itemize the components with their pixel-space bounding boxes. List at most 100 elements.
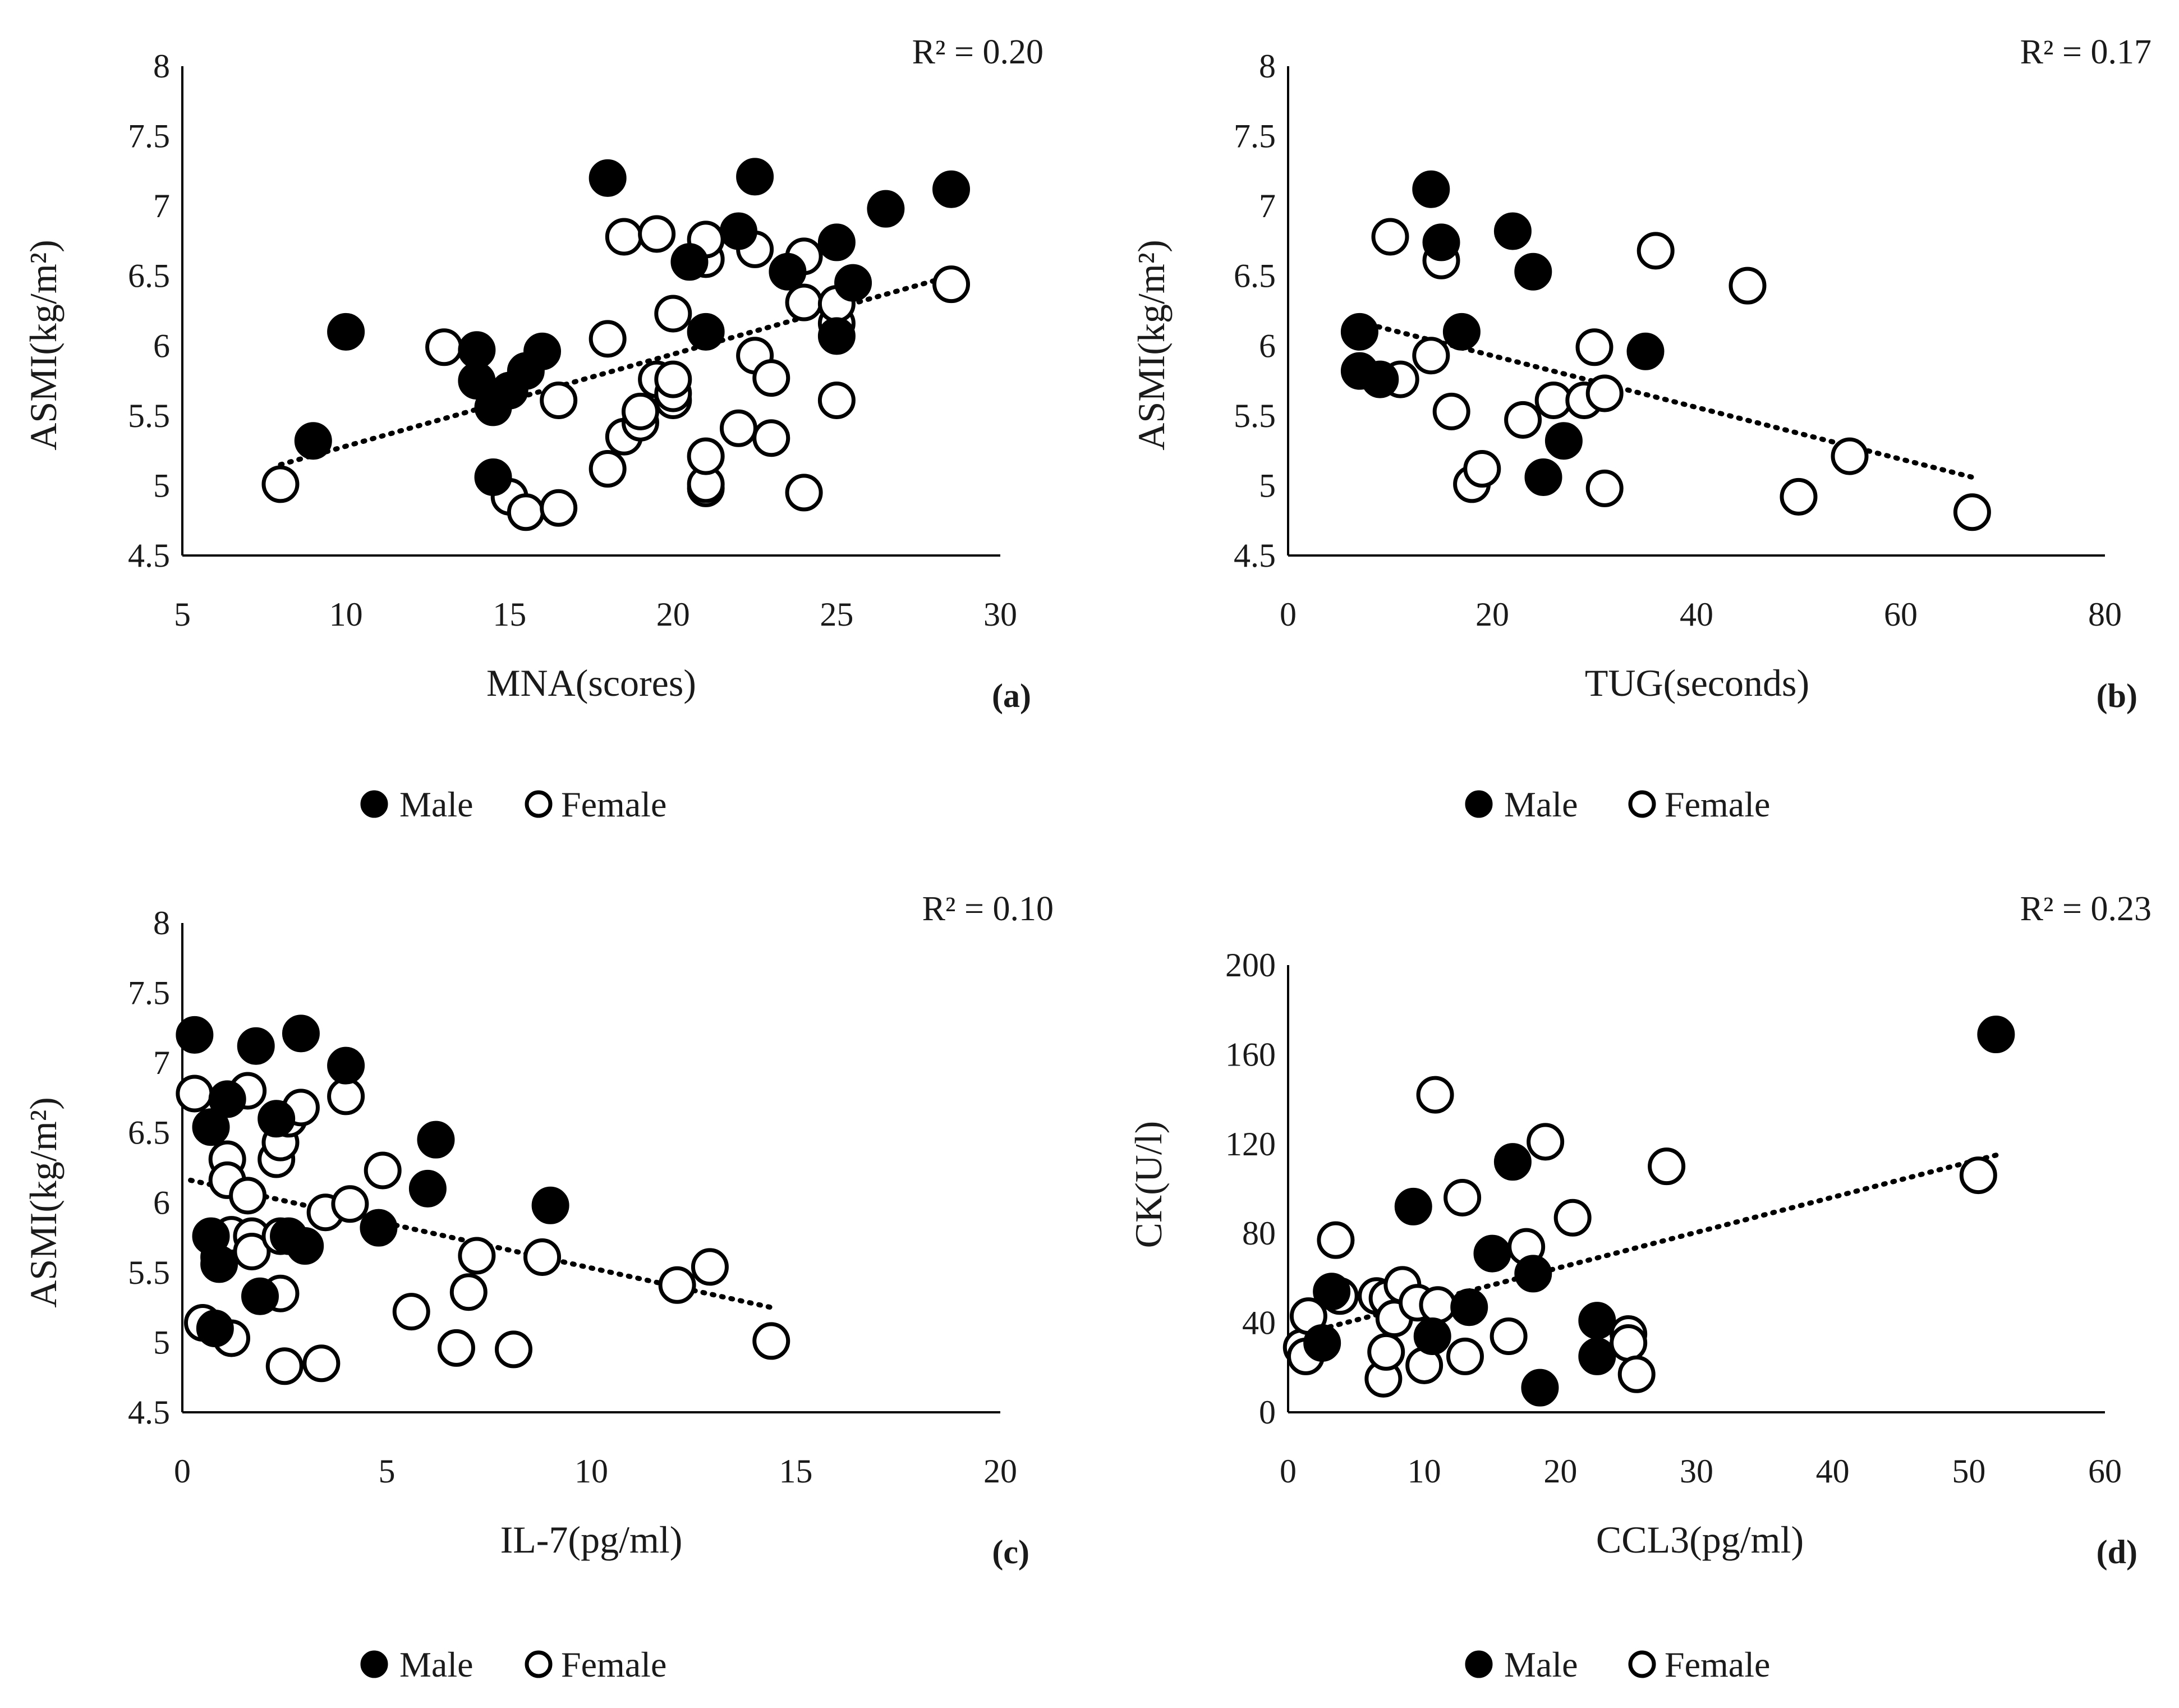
female-data-point bbox=[458, 1237, 496, 1275]
panel-label: (a) bbox=[992, 677, 1031, 714]
female-data-point bbox=[658, 1266, 696, 1304]
male-data-point bbox=[237, 1027, 275, 1065]
male-data-point bbox=[208, 1080, 246, 1118]
legend-marker-female bbox=[525, 790, 553, 818]
legend-label-male: Male bbox=[1504, 784, 1578, 824]
panel-b: R² = 0.17 ASMI(kg/m²) TUG(seconds) (b) M… bbox=[1130, 33, 2152, 824]
female-data-point bbox=[589, 450, 627, 488]
x-tick-label: 40 bbox=[1816, 1453, 1850, 1490]
legend-marker-female bbox=[525, 1650, 553, 1678]
female-data-point bbox=[1831, 437, 1869, 475]
female-data-point bbox=[261, 465, 300, 503]
y-tick-label: 7 bbox=[1259, 187, 1276, 224]
y-tick-label: 8 bbox=[153, 904, 170, 942]
female-data-point bbox=[1444, 1178, 1482, 1216]
female-data-point bbox=[425, 328, 463, 366]
x-axis-title: MNA(scores) bbox=[486, 662, 696, 704]
male-data-point bbox=[1442, 313, 1481, 351]
panel-d: R² = 0.23 CK(U/l) CCL3(pg/ml) (d) Male F… bbox=[1127, 890, 2152, 1684]
female-data-point bbox=[494, 1330, 532, 1369]
female-data-point bbox=[302, 1344, 341, 1383]
female-data-point bbox=[1463, 450, 1501, 488]
male-data-point bbox=[192, 1108, 230, 1146]
male-data-point bbox=[282, 1014, 320, 1053]
legend-label-female: Female bbox=[1665, 1645, 1770, 1684]
x-tick-label: 10 bbox=[329, 596, 363, 633]
female-data-point bbox=[1585, 469, 1624, 507]
female-data-point bbox=[589, 320, 627, 358]
female-data-point bbox=[1553, 1199, 1592, 1237]
panel-label: (c) bbox=[992, 1533, 1029, 1571]
y-tick-label: 4.5 bbox=[128, 1394, 170, 1431]
x-tick-label: 20 bbox=[1543, 1453, 1577, 1490]
x-tick-label: 40 bbox=[1680, 596, 1713, 633]
x-tick-label: 15 bbox=[493, 596, 526, 633]
male-data-point bbox=[458, 331, 496, 369]
male-data-point bbox=[769, 252, 807, 291]
y-tick-label: 5 bbox=[1259, 467, 1276, 504]
male-data-point bbox=[1450, 1288, 1488, 1326]
female-data-point bbox=[752, 419, 790, 457]
female-data-point bbox=[638, 215, 676, 253]
legend: Male Female bbox=[1465, 1645, 1770, 1684]
y-tick-label: 6 bbox=[1259, 327, 1276, 364]
y-tick-label: 7.5 bbox=[128, 975, 170, 1012]
female-data-point bbox=[1648, 1147, 1686, 1186]
panel-label: (d) bbox=[2097, 1533, 2137, 1571]
legend-marker-male bbox=[1465, 1650, 1493, 1678]
female-data-point bbox=[605, 218, 643, 256]
y-tick-label: 6 bbox=[153, 327, 170, 364]
x-axis-title: TUG(seconds) bbox=[1585, 662, 1809, 704]
female-data-point bbox=[1416, 1076, 1454, 1114]
r2-label: R² = 0.23 bbox=[2020, 890, 2152, 928]
x-tick-label: 80 bbox=[2088, 596, 2122, 633]
female-data-point bbox=[785, 474, 823, 512]
y-tick-label: 8 bbox=[1259, 48, 1276, 85]
female-data-point bbox=[621, 392, 659, 430]
female-data-point bbox=[449, 1273, 488, 1311]
legend: Male Female bbox=[360, 784, 666, 824]
male-data-point bbox=[196, 1310, 234, 1348]
female-data-point bbox=[1504, 401, 1542, 439]
female-data-point bbox=[1317, 1221, 1355, 1259]
legend: Male Female bbox=[1465, 784, 1770, 824]
y-axis-title: ASMI(kg/m²) bbox=[22, 1097, 65, 1308]
x-tick-label: 60 bbox=[2088, 1453, 2122, 1490]
male-data-point bbox=[1493, 1143, 1532, 1181]
male-data-point bbox=[1361, 360, 1399, 398]
male-data-point bbox=[360, 1209, 398, 1247]
y-tick-label: 200 bbox=[1225, 947, 1276, 984]
y-axis-title: ASMI(kg/m²) bbox=[1130, 240, 1173, 451]
female-data-point bbox=[785, 283, 823, 322]
male-data-point bbox=[474, 458, 512, 496]
female-data-point bbox=[392, 1293, 430, 1331]
female-data-point bbox=[1729, 267, 1767, 305]
male-data-point bbox=[1394, 1187, 1432, 1225]
male-data-point bbox=[1626, 332, 1665, 370]
legend-marker-male bbox=[360, 1650, 388, 1678]
y-tick-label: 160 bbox=[1225, 1036, 1276, 1073]
legend-marker-female bbox=[1628, 1650, 1656, 1678]
female-data-point bbox=[1534, 381, 1573, 419]
male-data-point bbox=[1340, 313, 1378, 351]
male-data-point bbox=[286, 1227, 324, 1265]
y-tick-label: 7.5 bbox=[128, 118, 170, 155]
male-data-point bbox=[1473, 1234, 1511, 1273]
male-data-point bbox=[719, 212, 757, 250]
male-data-point bbox=[1578, 1302, 1616, 1340]
female-data-point bbox=[540, 489, 578, 527]
x-tick-label: 20 bbox=[1475, 596, 1509, 633]
male-data-point bbox=[1514, 1255, 1552, 1293]
female-data-point bbox=[1959, 1156, 1997, 1195]
x-tick-label: 15 bbox=[779, 1453, 813, 1490]
female-data-point bbox=[1585, 374, 1624, 412]
female-data-point bbox=[507, 493, 545, 531]
male-data-point bbox=[408, 1169, 447, 1207]
female-data-point bbox=[437, 1329, 475, 1367]
male-data-point bbox=[1544, 422, 1583, 460]
male-data-point bbox=[1303, 1324, 1341, 1362]
female-data-point bbox=[1371, 218, 1409, 256]
legend-label-female: Female bbox=[1665, 784, 1770, 824]
female-data-point bbox=[654, 295, 692, 333]
legend: Male Female bbox=[360, 1645, 666, 1684]
